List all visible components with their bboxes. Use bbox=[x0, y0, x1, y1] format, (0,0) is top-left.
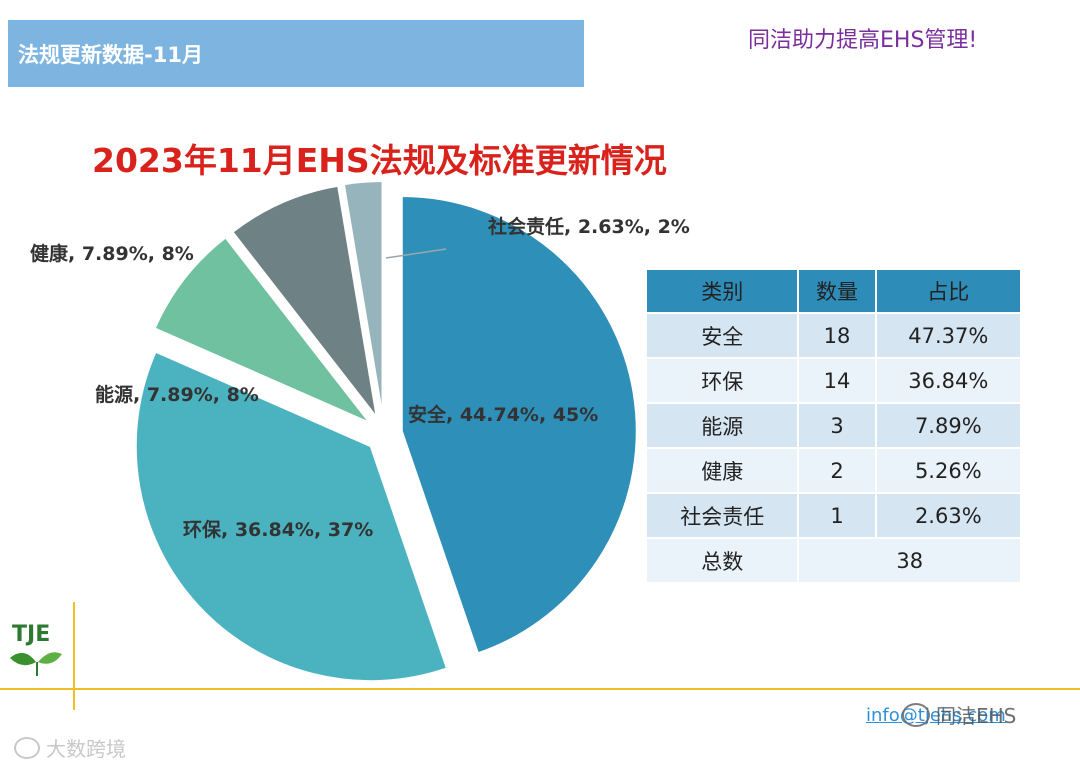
wechat-icon bbox=[902, 702, 930, 727]
header-category: 类别 bbox=[647, 270, 798, 314]
slogan-text: 同洁助力提高EHS管理! bbox=[748, 28, 978, 53]
footer-vertical-rule bbox=[73, 602, 75, 710]
slice-label-4: 健康, 7.89%, 8% bbox=[30, 242, 194, 265]
watermark-icon bbox=[14, 736, 40, 759]
table-row: 环保 14 36.84% bbox=[647, 359, 1020, 404]
table-row: 健康 2 5.26% bbox=[647, 449, 1020, 494]
cell-category: 健康 bbox=[647, 449, 798, 494]
slice-label-5: 社会责任, 2.63%, 2% bbox=[487, 215, 690, 238]
wechat-watermark-text: 同洁EHS bbox=[936, 704, 1017, 728]
cell-count: 2 bbox=[799, 449, 875, 494]
wechat-watermark: 同洁EHS bbox=[902, 700, 1016, 729]
table-header-row: 类别 数量 占比 bbox=[647, 270, 1020, 314]
header-share: 占比 bbox=[876, 270, 1020, 314]
cell-category: 能源 bbox=[647, 404, 798, 449]
header-bar: 法规更新数据-11月 bbox=[8, 20, 584, 87]
cell-count: 3 bbox=[799, 404, 875, 449]
pie-slice-5 bbox=[342, 180, 384, 417]
slice-label-1: 安全, 44.74%, 45% bbox=[408, 403, 598, 426]
stats-table: 类别 数量 占比 安全 18 47.37% 环保 14 36.84% 能源 3 … bbox=[645, 270, 1022, 584]
header-count: 数量 bbox=[799, 270, 875, 314]
label-leader-line bbox=[385, 248, 447, 259]
cell-share: 2.63% bbox=[876, 494, 1020, 539]
cell-share: 47.37% bbox=[876, 314, 1020, 359]
cell-category: 环保 bbox=[647, 359, 798, 404]
cell-share: 36.84% bbox=[876, 359, 1020, 404]
cell-category: 社会责任 bbox=[647, 494, 798, 539]
cell-count: 1 bbox=[799, 494, 875, 539]
cell-share: 5.26% bbox=[876, 449, 1020, 494]
table-row: 安全 18 47.37% bbox=[647, 314, 1020, 359]
table-row: 能源 3 7.89% bbox=[647, 404, 1020, 449]
total-label: 总数 bbox=[647, 539, 798, 584]
watermark-text: 大数跨境 bbox=[46, 737, 126, 761]
table-total-row: 总数 38 bbox=[647, 539, 1020, 584]
pie-slice-2 bbox=[134, 350, 449, 683]
cell-share: 7.89% bbox=[876, 404, 1020, 449]
cell-count: 14 bbox=[799, 359, 875, 404]
logo-text: TJE bbox=[12, 622, 51, 647]
chart-title: 2023年11月EHS法规及标准更新情况 bbox=[92, 141, 667, 180]
contact-email-link[interactable]: info@tjehs.com bbox=[866, 705, 1006, 726]
company-logo: TJE bbox=[4, 618, 70, 678]
pie-slice-1 bbox=[400, 195, 638, 655]
table-row: 社会责任 1 2.63% bbox=[647, 494, 1020, 539]
pie-slice-3 bbox=[153, 236, 371, 424]
footer-horizontal-rule bbox=[0, 688, 1080, 690]
leaf-icon bbox=[10, 652, 62, 676]
cell-count: 18 bbox=[799, 314, 875, 359]
total-value: 38 bbox=[799, 539, 1020, 584]
header-title: 法规更新数据-11月 bbox=[18, 42, 203, 67]
bottom-watermark: 大数跨境 bbox=[14, 733, 126, 762]
slice-label-2: 环保, 36.84%, 37% bbox=[183, 518, 373, 541]
cell-category: 安全 bbox=[647, 314, 798, 359]
slice-label-3: 能源, 7.89%, 8% bbox=[95, 383, 259, 406]
pie-slice-4 bbox=[231, 184, 378, 419]
